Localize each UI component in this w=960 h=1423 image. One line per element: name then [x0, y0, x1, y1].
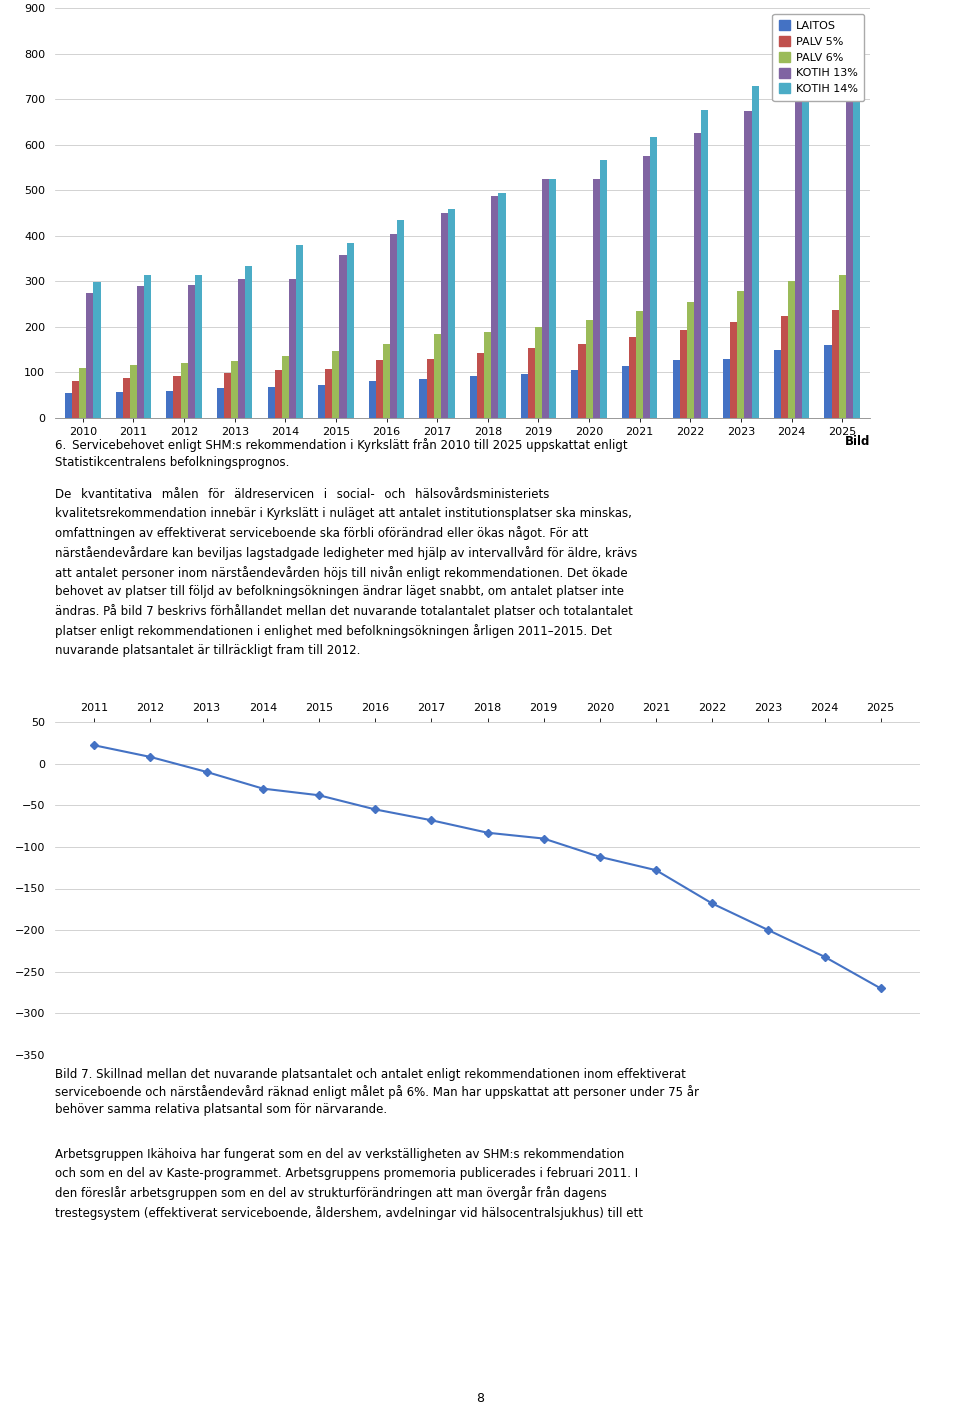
Bar: [72, 380, 80, 418]
Bar: [579, 344, 586, 418]
Bar: [774, 350, 780, 418]
Bar: [93, 282, 101, 418]
Bar: [788, 282, 795, 418]
Bar: [629, 337, 636, 418]
Bar: [492, 196, 498, 418]
Bar: [737, 292, 744, 418]
Bar: [144, 276, 151, 418]
Bar: [535, 327, 542, 418]
Bar: [268, 387, 275, 418]
Bar: [434, 334, 441, 418]
Bar: [636, 312, 643, 418]
Bar: [369, 380, 376, 418]
Bar: [470, 376, 477, 418]
Bar: [571, 370, 579, 418]
Bar: [803, 63, 809, 418]
Text: 6. Servicebehovet enligt SHM:s rekommendation i Kyrkslätt från 2010 till 2025 up: 6. Servicebehovet enligt SHM:s rekommend…: [55, 438, 628, 470]
Bar: [340, 255, 347, 418]
Bar: [318, 386, 325, 418]
Bar: [123, 379, 130, 418]
Bar: [86, 293, 93, 418]
Bar: [673, 360, 680, 418]
Bar: [180, 363, 187, 418]
Bar: [723, 359, 731, 418]
Bar: [347, 242, 353, 418]
Bar: [116, 391, 123, 418]
Bar: [622, 366, 629, 418]
Bar: [217, 388, 224, 418]
Bar: [130, 364, 137, 418]
Bar: [296, 245, 303, 418]
Bar: [686, 302, 694, 418]
Bar: [643, 157, 650, 418]
Bar: [780, 316, 788, 418]
Bar: [825, 346, 831, 418]
Text: De  kvantitativa  målen  för  äldreservicen  i  social-  och  hälsovårdsminister: De kvantitativa målen för äldreservicen …: [55, 488, 637, 656]
Bar: [839, 275, 846, 418]
Bar: [586, 320, 592, 418]
Bar: [542, 179, 549, 418]
Bar: [477, 353, 484, 418]
Bar: [528, 349, 535, 418]
Bar: [484, 333, 492, 418]
Bar: [795, 67, 803, 418]
Bar: [390, 233, 397, 418]
Bar: [744, 111, 752, 418]
Bar: [224, 373, 231, 418]
Bar: [498, 194, 506, 418]
Bar: [376, 360, 383, 418]
Bar: [520, 374, 528, 418]
Bar: [137, 286, 144, 418]
Bar: [238, 279, 246, 418]
Bar: [831, 310, 839, 418]
Bar: [680, 330, 686, 418]
Bar: [231, 361, 238, 418]
Bar: [187, 285, 195, 418]
Bar: [195, 275, 202, 418]
Bar: [701, 110, 708, 418]
Bar: [420, 380, 426, 418]
Bar: [246, 266, 252, 418]
Text: Arbetsgruppen Ikähoiva har fungerat som en del av verkställigheten av SHM:s reko: Arbetsgruppen Ikähoiva har fungerat som …: [55, 1148, 643, 1220]
Bar: [174, 376, 180, 418]
Bar: [852, 40, 860, 418]
Bar: [846, 70, 852, 418]
Bar: [166, 391, 174, 418]
Bar: [549, 179, 556, 418]
Bar: [650, 137, 658, 418]
Legend: LAITOS, PALV 5%, PALV 6%, KOTIH 13%, KOTIH 14%: LAITOS, PALV 5%, PALV 6%, KOTIH 13%, KOT…: [773, 14, 864, 101]
Bar: [752, 87, 758, 418]
Bar: [282, 356, 289, 418]
Bar: [592, 179, 600, 418]
Text: Bild: Bild: [845, 435, 870, 448]
Bar: [383, 344, 390, 418]
Bar: [731, 323, 737, 418]
Bar: [289, 279, 296, 418]
Bar: [325, 369, 332, 418]
Bar: [275, 370, 282, 418]
Bar: [80, 369, 86, 418]
Text: Bild 7. Skillnad mellan det nuvarande platsantalet och antalet enligt rekommenda: Bild 7. Skillnad mellan det nuvarande pl…: [55, 1069, 699, 1117]
Bar: [397, 219, 404, 418]
Bar: [426, 359, 434, 418]
Text: 8: 8: [476, 1392, 484, 1405]
Bar: [65, 393, 72, 418]
Bar: [600, 159, 607, 418]
Bar: [447, 209, 455, 418]
Bar: [694, 134, 701, 418]
Bar: [441, 213, 447, 418]
Bar: [332, 350, 340, 418]
